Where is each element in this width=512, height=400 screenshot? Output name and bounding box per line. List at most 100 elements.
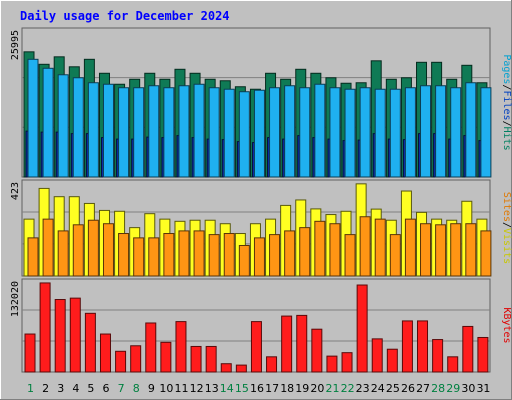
- bar-sites-day-4: [72, 224, 84, 277]
- x-label-day-14: 14: [220, 382, 234, 395]
- bar-sites-day-6: [102, 223, 114, 277]
- bar-pages-day-23: [359, 87, 371, 178]
- bar-pages-day-7: [118, 87, 130, 178]
- x-label-day-5: 5: [87, 382, 94, 395]
- bar-sites-day-3: [57, 230, 69, 277]
- bar-kbytes-day-9: [145, 322, 157, 373]
- bar-pages-day-24: [374, 88, 386, 178]
- bar-sites-day-7: [118, 233, 130, 277]
- bar-kbytes-day-30: [462, 325, 474, 373]
- bar-pages-day-4: [72, 77, 84, 178]
- bar-kbytes-day-18: [281, 315, 293, 373]
- panel-kbytes-legend: KBytes: [501, 307, 512, 343]
- x-axis-day-labels: 1 2 3 4 5 6 7 8 9 10 11 12 13 14 15 16 17 18 19 20 21 22 23 24 2…: [27, 382, 490, 395]
- x-label-day-10: 10: [159, 382, 173, 395]
- bar-pages-day-8: [133, 87, 145, 178]
- legend-segment-2: Files: [501, 90, 512, 120]
- x-label-day-27: 27: [416, 382, 430, 395]
- bar-sites-day-14: [223, 233, 235, 277]
- bar-sites-day-1: [27, 237, 39, 277]
- panel-visits-legend: Sites/Visits: [501, 192, 512, 264]
- bar-sites-day-17: [269, 234, 281, 277]
- bar-sites-day-21: [329, 223, 341, 277]
- x-label-day-30: 30: [461, 382, 475, 395]
- bar-kbytes-day-29: [447, 356, 459, 373]
- panel-hits-max-label: 25995: [10, 30, 21, 60]
- bar-pages-day-5: [87, 82, 99, 178]
- x-label-day-24: 24: [371, 382, 385, 395]
- bar-kbytes-day-27: [417, 320, 429, 373]
- bar-pages-day-9: [148, 85, 160, 178]
- legend-segment-4: Hits: [501, 127, 512, 151]
- bar-pages-day-27: [420, 85, 432, 178]
- bar-sites-day-28: [435, 224, 447, 277]
- x-label-day-9: 9: [148, 382, 155, 395]
- bar-kbytes-day-12: [190, 345, 202, 373]
- bar-kbytes-day-19: [296, 314, 308, 373]
- bar-sites-day-12: [193, 230, 205, 277]
- bar-pages-day-16: [253, 89, 265, 178]
- bar-sites-day-8: [133, 237, 145, 277]
- bar-kbytes-day-26: [401, 320, 413, 373]
- bar-pages-day-18: [284, 85, 296, 178]
- x-label-day-21: 21: [325, 382, 339, 395]
- bar-pages-day-10: [163, 87, 175, 178]
- bar-kbytes-day-6: [99, 333, 111, 373]
- bar-pages-day-26: [404, 87, 416, 178]
- x-label-day-4: 4: [72, 382, 79, 395]
- x-label-day-18: 18: [280, 382, 294, 395]
- legend-segment-0: Pages: [501, 54, 512, 84]
- x-label-day-19: 19: [295, 382, 309, 395]
- bar-pages-day-15: [238, 91, 250, 178]
- x-label-day-25: 25: [386, 382, 400, 395]
- bar-sites-day-2: [42, 218, 54, 277]
- bar-sites-day-19: [299, 227, 311, 277]
- bar-sites-day-11: [178, 230, 190, 277]
- x-label-day-20: 20: [310, 382, 324, 395]
- bar-sites-day-30: [465, 223, 477, 277]
- bar-kbytes-day-24: [371, 338, 383, 373]
- bar-pages-day-12: [193, 83, 205, 178]
- chart-title: Daily usage for December 2024: [20, 9, 230, 23]
- bar-kbytes-day-11: [175, 321, 187, 373]
- bar-kbytes-day-15: [235, 364, 247, 373]
- bar-kbytes-day-10: [160, 341, 172, 373]
- x-label-day-3: 3: [57, 382, 64, 395]
- bar-kbytes-day-16: [250, 321, 262, 373]
- bar-pages-day-29: [450, 87, 462, 178]
- x-label-day-1: 1: [27, 382, 34, 395]
- bar-kbytes-day-21: [326, 355, 338, 373]
- bar-kbytes-day-28: [432, 339, 444, 373]
- bar-pages-day-3: [57, 74, 69, 178]
- panel-kbytes: 132020 KBytes: [10, 278, 512, 373]
- bar-sites-day-15: [238, 244, 250, 277]
- bar-pages-day-31: [480, 87, 492, 178]
- bar-pages-day-6: [102, 83, 114, 178]
- bar-sites-day-18: [284, 230, 296, 277]
- x-label-day-6: 6: [103, 382, 110, 395]
- x-label-day-28: 28: [431, 382, 445, 395]
- legend-segment-2: Visits: [501, 228, 512, 264]
- x-label-day-8: 8: [133, 382, 140, 395]
- bar-pages-day-22: [344, 88, 356, 178]
- series-pages: [27, 58, 492, 178]
- bar-sites-day-23: [359, 216, 371, 277]
- x-label-day-23: 23: [356, 382, 370, 395]
- bar-kbytes-day-5: [84, 312, 96, 373]
- series-kbytes: [24, 282, 489, 373]
- bar-pages-day-13: [208, 87, 220, 178]
- bar-kbytes-day-2: [39, 282, 51, 373]
- bar-sites-day-13: [208, 234, 220, 277]
- bar-sites-day-22: [344, 234, 356, 277]
- bar-kbytes-day-23: [356, 284, 368, 373]
- bar-sites-day-16: [253, 237, 265, 277]
- bar-pages-day-30: [465, 82, 477, 178]
- chart-panels: 25995Pages/Files/Hits423Sites/Visits1320…: [10, 27, 512, 373]
- bar-pages-day-14: [223, 88, 235, 178]
- bar-pages-day-11: [178, 85, 190, 178]
- panel-hits-legend: Pages/Files/Hits: [501, 54, 512, 150]
- x-label-day-11: 11: [175, 382, 189, 395]
- bar-kbytes-day-4: [69, 297, 81, 373]
- bar-kbytes-day-1: [24, 333, 36, 373]
- x-label-day-16: 16: [250, 382, 264, 395]
